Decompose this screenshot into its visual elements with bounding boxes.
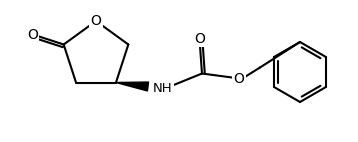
Text: O: O [27, 28, 38, 42]
Text: O: O [233, 72, 245, 85]
Text: O: O [91, 14, 101, 28]
Text: NH: NH [153, 82, 173, 95]
Text: O: O [194, 32, 205, 45]
Polygon shape [116, 82, 149, 91]
